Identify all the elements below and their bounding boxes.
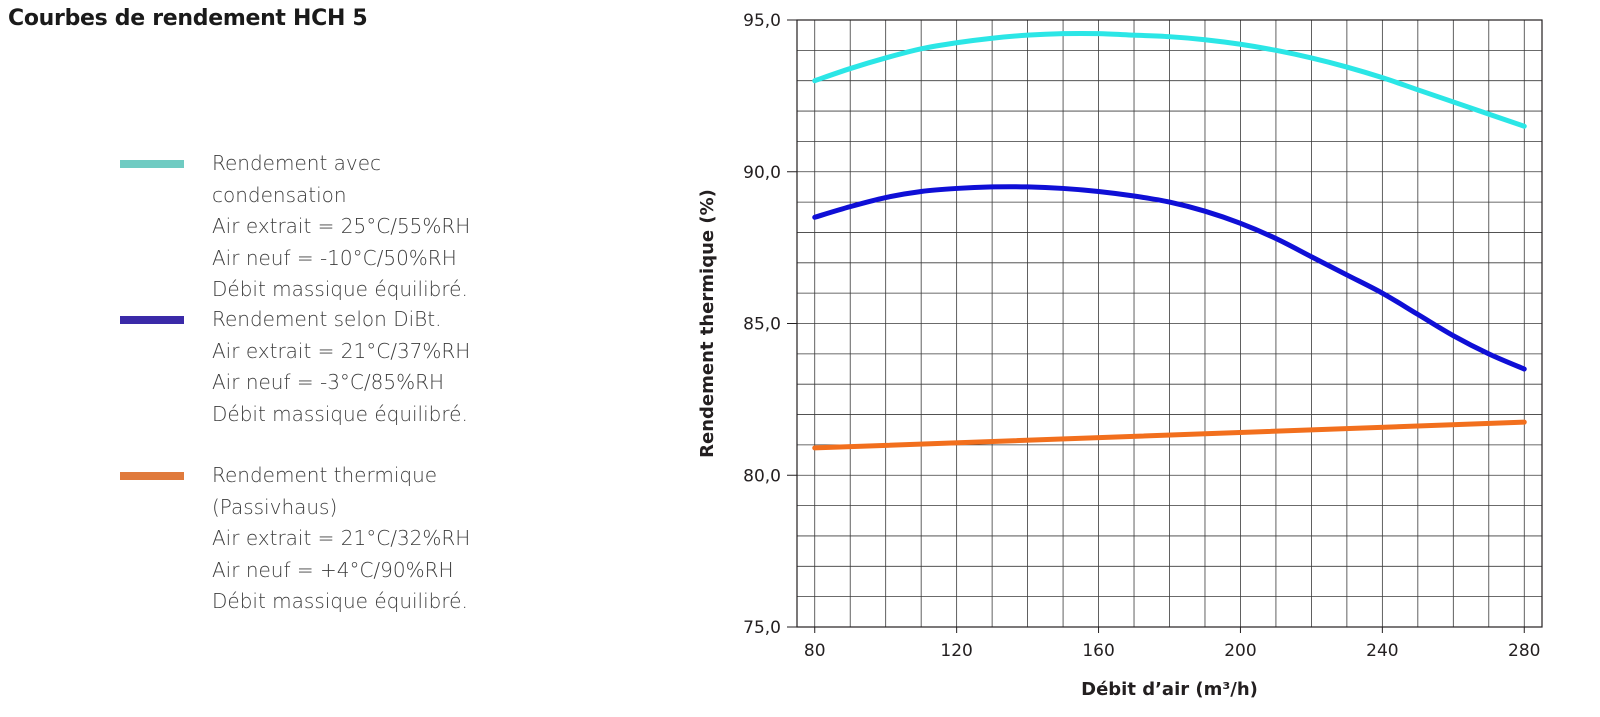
x-tick-label: 80 bbox=[804, 641, 826, 661]
legend-item: Rendement avec condensation Air extrait = … bbox=[120, 148, 640, 304]
y-tick-label: 75,0 bbox=[743, 618, 781, 638]
legend-text: Rendement selon DiBt. Air extrait = 21°C/… bbox=[212, 304, 470, 430]
legend-line: Air extrait = 21°C/32%RH bbox=[212, 526, 471, 550]
legend-line: Air extrait = 25°C/55%RH bbox=[212, 214, 471, 238]
chart-legend: Rendement avec condensation Air extrait = … bbox=[120, 148, 640, 616]
legend-swatch bbox=[120, 160, 184, 168]
y-tick-label: 90,0 bbox=[743, 163, 781, 183]
x-tick-label: 120 bbox=[940, 641, 972, 661]
y-tick-label: 95,0 bbox=[743, 11, 781, 31]
y-axis-label: Rendement thermique (%) bbox=[697, 189, 718, 458]
y-tick-label: 80,0 bbox=[743, 466, 781, 486]
legend-item: Rendement thermique (Passivhaus) Air extra… bbox=[120, 460, 640, 616]
legend-line: Air extrait = 21°C/37%RH bbox=[212, 338, 471, 363]
x-axis-label: Débit d’air (m³/h) bbox=[1081, 679, 1258, 700]
legend-line: Débit massique équilibré. bbox=[212, 401, 468, 426]
legend-line: Rendement thermique bbox=[212, 463, 438, 487]
legend-text: Rendement thermique (Passivhaus) Air extra… bbox=[212, 460, 470, 618]
x-tick-label: 160 bbox=[1082, 641, 1114, 661]
legend-line: Rendement selon DiBt. bbox=[212, 307, 442, 331]
x-tick-label: 280 bbox=[1508, 641, 1540, 661]
x-tick-label: 200 bbox=[1224, 641, 1256, 661]
x-tick-label: 240 bbox=[1366, 641, 1398, 661]
page-title: Courbes de rendement HCH 5 bbox=[8, 6, 368, 31]
legend-text: Rendement avec condensation Air extrait = … bbox=[212, 148, 470, 306]
series-line-dibt bbox=[812, 184, 1527, 372]
legend-line: Air neuf = -3°C/85%RH bbox=[212, 370, 445, 394]
legend-swatch bbox=[120, 472, 184, 480]
y-tick-label: 85,0 bbox=[743, 315, 781, 335]
legend-line: Air neuf = +4°C/90%RH bbox=[212, 557, 454, 582]
series-line-condensation bbox=[812, 30, 1527, 129]
legend-line: Rendement avec bbox=[212, 151, 382, 175]
legend-line: Air neuf = -10°C/50%RH bbox=[212, 245, 457, 270]
legend-line: (Passivhaus) bbox=[212, 494, 338, 519]
legend-line: Débit massique équilibré. bbox=[212, 277, 468, 301]
legend-line: Débit massique équilibré. bbox=[212, 589, 468, 613]
legend-swatch bbox=[120, 316, 184, 324]
series-line-passivhaus bbox=[812, 419, 1527, 451]
legend-line: condensation bbox=[212, 182, 347, 207]
legend-item: Rendement selon DiBt. Air extrait = 21°C/… bbox=[120, 304, 640, 460]
